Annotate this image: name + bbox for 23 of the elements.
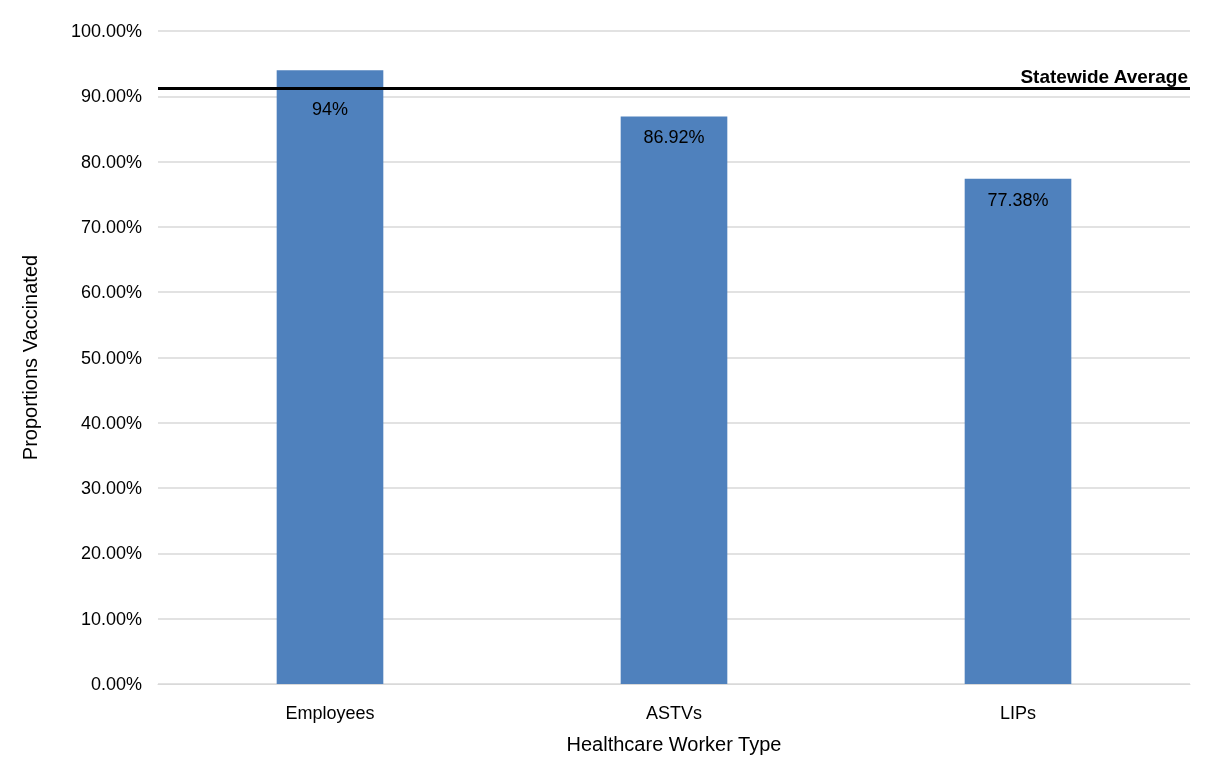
- y-axis-title: Proportions Vaccinated: [19, 254, 41, 461]
- y-tick-label: 40.00%: [80, 412, 142, 433]
- bar: [620, 116, 728, 684]
- y-tick-label: 60.00%: [80, 282, 142, 303]
- y-tick-label: 0.00%: [90, 674, 142, 694]
- y-tick-label: 100.00%: [70, 21, 142, 41]
- x-tick-label: LIPs: [999, 703, 1037, 723]
- y-tick-label: 10.00%: [80, 608, 142, 629]
- x-tick-label: Employees: [285, 703, 375, 723]
- y-tick-label: 20.00%: [80, 543, 142, 564]
- bar: [276, 70, 384, 684]
- data-label: 77.38%: [987, 189, 1049, 210]
- x-axis-title: Healthcare Worker Type: [566, 733, 782, 755]
- y-tick-label: 70.00%: [80, 216, 142, 237]
- ref-line-label: Statewide Average: [1020, 66, 1188, 88]
- y-tick-label: 30.00%: [80, 478, 142, 499]
- y-tick-label: 90.00%: [80, 86, 142, 107]
- data-label: 86.92%: [643, 127, 705, 148]
- y-tick-label: 50.00%: [80, 347, 142, 368]
- x-tick-label: ASTVs: [645, 703, 703, 723]
- data-label: 94%: [311, 99, 349, 120]
- bar: [964, 178, 1072, 684]
- y-tick-label: 80.00%: [80, 151, 142, 172]
